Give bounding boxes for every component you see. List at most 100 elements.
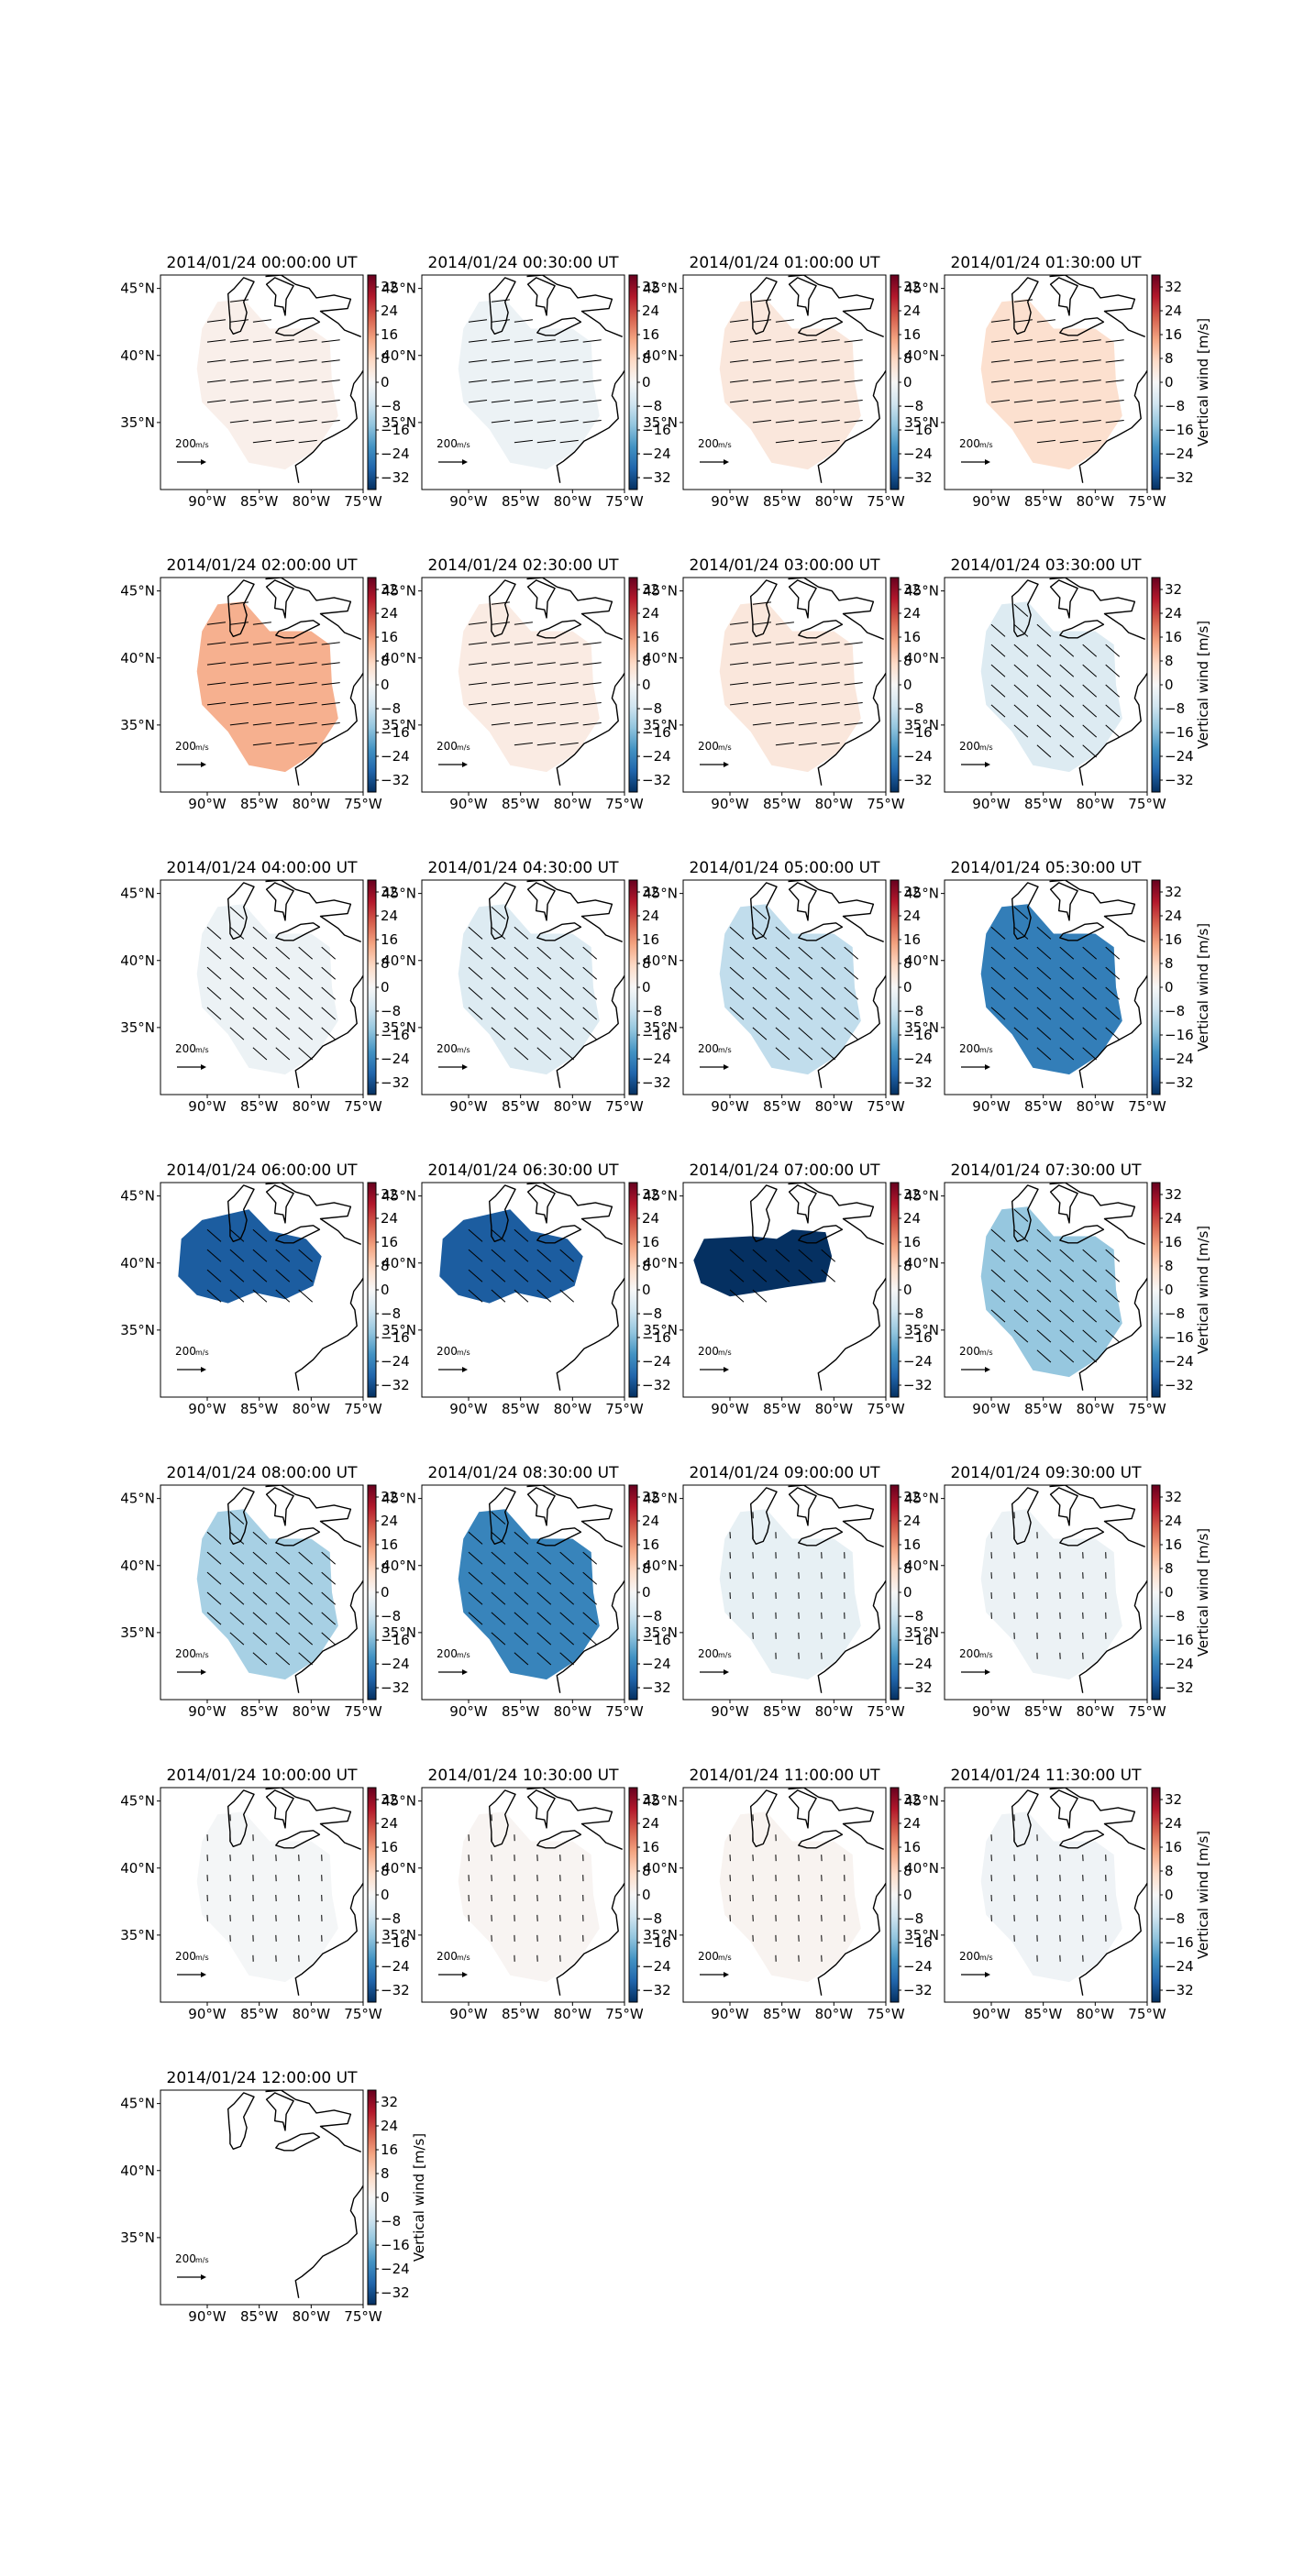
colorbar-tick-label: −16 xyxy=(642,1632,671,1648)
quiver-key-arrowhead xyxy=(201,1064,206,1070)
lake-huron xyxy=(1049,277,1078,316)
wind-vector xyxy=(491,1612,506,1625)
colorbar-tick-label: 32 xyxy=(381,1186,398,1203)
quiver-key-value: 200 xyxy=(698,740,719,753)
wind-vector xyxy=(1013,1329,1029,1343)
wind-vector xyxy=(1013,319,1033,323)
lake-erie xyxy=(1059,922,1105,941)
wind-vector xyxy=(252,966,268,980)
panel-title: 2014/01/24 02:00:00 UT xyxy=(167,556,359,575)
colorbar-tick-label: −24 xyxy=(642,1656,671,1672)
lake-huron xyxy=(1049,882,1078,921)
wind-vector xyxy=(229,1289,245,1303)
wind-vector xyxy=(298,1571,314,1585)
wind-vector xyxy=(468,702,488,706)
coastline xyxy=(817,1881,886,1996)
lon-tick-label: 80°W xyxy=(554,2006,592,2022)
lon-tick-label: 75°W xyxy=(1128,1098,1166,1115)
vertical-wind-region xyxy=(439,1209,583,1304)
wind-vector xyxy=(229,359,249,363)
colorbar-tick-label: 0 xyxy=(1165,1584,1174,1601)
colorbar-tick-label: −24 xyxy=(381,748,410,765)
colorbar-tick-label: 8 xyxy=(903,1560,912,1577)
wind-vector xyxy=(729,946,745,960)
lon-tick-label: 90°W xyxy=(449,493,488,510)
wind-vector xyxy=(559,722,579,726)
quiver-key-arrowhead xyxy=(462,1972,468,1977)
lake-erie xyxy=(275,1830,321,1849)
lake-huron xyxy=(526,1184,556,1224)
wind-vector xyxy=(1013,1249,1029,1262)
wind-vector xyxy=(206,966,222,980)
lon-tick-label: 80°W xyxy=(1077,1098,1115,1115)
wind-vector xyxy=(252,662,271,666)
wind-vector xyxy=(468,380,488,383)
quiver-key-value: 200 xyxy=(437,740,458,753)
wind-vector xyxy=(468,1551,483,1565)
colorbar-tick-label: −24 xyxy=(1165,446,1194,462)
colorbar-tick-label: −24 xyxy=(903,446,933,462)
wind-vector xyxy=(275,1571,291,1585)
wind-vector xyxy=(491,400,510,403)
colorbar-tick-label: −32 xyxy=(903,1074,933,1091)
wind-vector xyxy=(298,1652,314,1666)
wind-vector xyxy=(1059,986,1075,1000)
colorbar-tick-label: −16 xyxy=(381,2237,410,2253)
wind-vector xyxy=(1013,724,1029,738)
colorbar-tick-label: 16 xyxy=(642,1234,659,1250)
wind-vector xyxy=(514,682,533,686)
map-body xyxy=(458,1788,624,1996)
colorbar-tick-label: −24 xyxy=(381,1353,410,1370)
colorbar-tick-label: 16 xyxy=(642,326,659,343)
wind-vector xyxy=(1013,684,1029,698)
map-panel-19: 200 m/s 2014/01/24 09:00:00 UT 45°N 40°N 35°N… xyxy=(643,1464,932,1720)
wind-vector xyxy=(491,1027,506,1040)
wind-vector xyxy=(468,622,488,625)
lake-shoreline xyxy=(265,1485,361,1547)
colorbar-tick-label: 8 xyxy=(1165,1863,1174,1879)
quiver-key-unit: m/s xyxy=(979,1349,993,1357)
map-frame xyxy=(421,274,625,490)
lake-huron xyxy=(1049,1184,1078,1224)
wind-vector xyxy=(1059,420,1078,424)
lon-tick-label: 90°W xyxy=(711,1401,749,1417)
wind-vector xyxy=(1013,603,1029,617)
wind-vector xyxy=(990,400,1011,403)
lake-erie xyxy=(1059,1830,1105,1849)
colorbar-tick-label: 8 xyxy=(381,350,390,367)
quiver-key-unit: m/s xyxy=(195,1651,209,1659)
wind-vector xyxy=(321,1612,337,1625)
colorbar-tick-label: −32 xyxy=(381,1377,410,1393)
lon-tick-label: 80°W xyxy=(1077,493,1115,510)
wind-vector xyxy=(229,299,249,303)
colorbar xyxy=(1151,1182,1161,1398)
colorbar-tick-label: 8 xyxy=(381,1258,390,1274)
vertical-wind-region xyxy=(693,1229,833,1297)
wind-vector xyxy=(491,359,510,363)
wind-vector xyxy=(229,966,245,980)
wind-vector xyxy=(252,1289,268,1303)
lake-erie xyxy=(275,317,321,336)
colorbar-tick-label: −32 xyxy=(642,1074,671,1091)
wind-vector xyxy=(206,662,227,666)
wind-vector xyxy=(582,682,602,686)
colorbar-tick-label: 24 xyxy=(642,303,659,319)
wind-vector xyxy=(275,662,294,666)
wind-vector xyxy=(536,1571,552,1585)
wind-vector xyxy=(298,966,314,980)
wind-vector xyxy=(321,1632,337,1646)
wind-vector xyxy=(491,299,510,303)
coastline xyxy=(294,2184,363,2298)
colorbar-tick-label: 24 xyxy=(903,1210,921,1227)
wind-vector xyxy=(252,682,271,686)
colorbar-tick-label: −32 xyxy=(642,469,671,486)
lake-erie xyxy=(798,1527,844,1547)
lon-tick-label: 75°W xyxy=(1128,1401,1166,1417)
lon-tick-label: 90°W xyxy=(188,1098,227,1115)
lat-tick-label: 40°N xyxy=(381,1860,416,1877)
wind-vector xyxy=(1013,704,1029,718)
colorbar-tick-label: 0 xyxy=(1165,1887,1174,1903)
wind-vector xyxy=(844,642,863,645)
colorbar-tick-label: 8 xyxy=(1165,653,1174,669)
lon-tick-label: 85°W xyxy=(763,1401,801,1417)
